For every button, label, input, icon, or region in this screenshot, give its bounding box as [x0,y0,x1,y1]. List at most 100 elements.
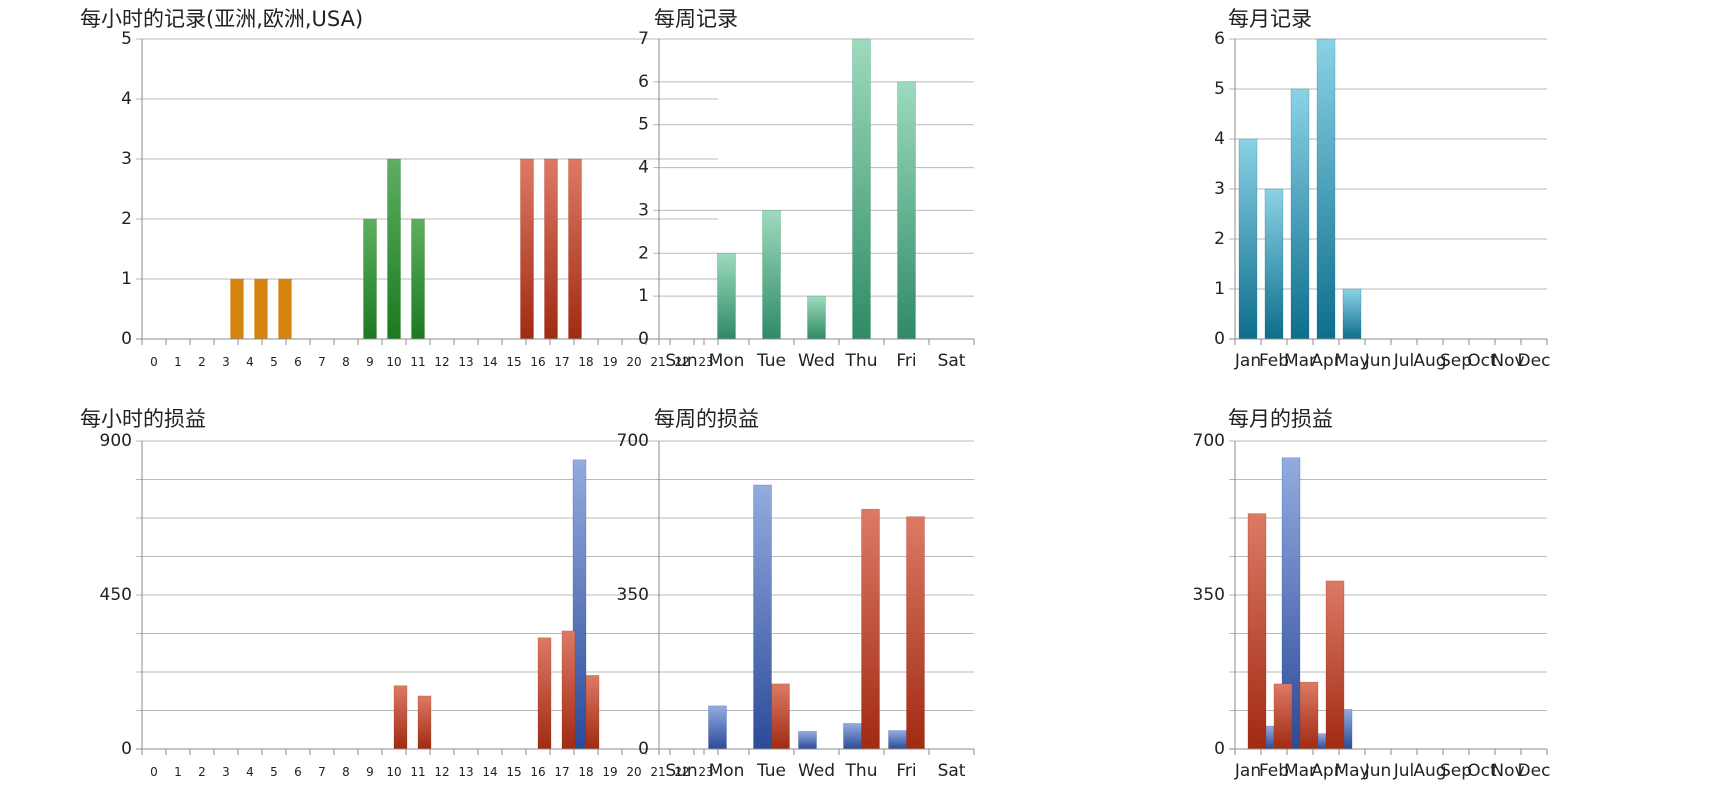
x-tick-label: 19 [602,765,617,779]
x-tick-label: Sat [938,351,966,371]
bar [230,278,244,340]
x-tick-label: Sep [1440,351,1472,371]
x-tick-label: 22 [674,765,689,779]
x-tick-label: 10 [386,355,401,369]
x-tick-label: Apr [1311,761,1340,781]
bar [1299,681,1319,750]
bar [753,484,772,750]
bar [411,218,425,340]
y-tick-label: 0 [638,329,649,349]
chart-svg: 0 350 700 Sun Mon Tue Wed Thu Fri Sat [617,431,975,781]
bar [387,158,401,340]
bar [798,731,817,750]
x-tick-label: 13 [458,355,473,369]
x-tick-label: 7 [318,355,326,369]
bar [568,158,582,340]
x-tick-label: Oct [1467,761,1497,781]
chart-panel-weekly-records: 每周记录 0 1 2 3 4 5 6 7 Sun Mon Tue Wed Thu Fri Sat [638,4,1126,384]
x-tick-label: Feb [1259,351,1289,371]
bar [861,508,880,750]
x-tick-label: 1 [174,355,182,369]
x-tick-label: 18 [578,765,593,779]
chart-title: 每小时的记录(亚洲,欧洲,USA) [80,7,364,31]
bar [843,723,862,750]
y-tick-label: 2 [638,243,649,263]
x-tick-label: Feb [1259,761,1289,781]
x-tick-label: 3 [222,355,230,369]
bar [417,695,432,750]
bar [254,278,268,340]
bar [771,683,790,750]
chart-panel-monthly-profit-loss: 每月的损益 0 350 700 Jan Feb Mar Apr May Jun Jul Aug Sep… [1193,404,1720,784]
chart-title: 每小时的损益 [80,407,206,431]
x-tick-label: 5 [270,765,278,779]
y-tick-label: 0 [1214,739,1225,759]
x-tick-label: 9 [366,355,374,369]
x-tick-label: Fri [896,761,916,781]
x-tick-label: Wed [798,351,835,371]
x-tick-label: 10 [386,765,401,779]
y-tick-label: 3 [1214,179,1225,199]
y-tick-label: 0 [638,739,649,759]
bar [762,210,781,340]
x-tick-label: 15 [506,355,521,369]
x-tick-label: Apr [1311,351,1340,371]
x-tick-label: Nov [1491,761,1524,781]
y-tick-label: 700 [617,431,649,451]
y-tick-label: 450 [100,585,132,605]
bar [1342,288,1362,340]
y-tick-label: 900 [100,431,132,451]
y-tick-label: 6 [1214,29,1225,49]
x-tick-label: Dec [1518,761,1551,781]
x-tick-label: 20 [626,355,641,369]
x-tick-label: 4 [246,355,254,369]
x-tick-label: Tue [756,761,786,781]
x-tick-label: 8 [342,355,350,369]
x-tick-label: 1 [174,765,182,779]
x-tick-label: 14 [482,765,497,779]
chart-panel-weekly-profit-loss: 每周的损益 0 350 700 Sun Mon Tue Wed Thu Fri Sat [617,404,1126,784]
y-tick-label: 3 [638,200,649,220]
x-tick-label: 4 [246,765,254,779]
bar [278,278,292,340]
bar [807,295,826,340]
x-tick-label: 14 [482,355,497,369]
x-tick-label: Aug [1413,761,1446,781]
x-tick-label: Fri [896,351,916,371]
y-tick-label: 4 [121,89,132,109]
y-tick-label: 4 [638,158,649,178]
y-tick-label: 350 [617,585,649,605]
bar [888,730,907,750]
chart-title: 每周记录 [654,7,738,31]
x-tick-label: 23 [698,355,713,369]
bar [544,158,558,340]
y-tick-label: 5 [121,29,132,49]
x-tick-label: 16 [530,765,545,779]
y-tick-label: 1 [121,269,132,289]
y-tick-label: 5 [638,115,649,135]
x-tick-label: Wed [798,761,835,781]
x-tick-label: 16 [530,355,545,369]
x-tick-label: 11 [410,355,425,369]
x-tick-label: Dec [1518,351,1551,371]
chart-title: 每月记录 [1228,7,1312,31]
x-tick-label: 2 [198,765,206,779]
x-tick-label: Oct [1467,351,1497,371]
x-tick-label: 0 [150,355,158,369]
bar [585,675,600,750]
y-tick-label: 5 [1214,79,1225,99]
bar [393,685,408,750]
bar [561,630,576,750]
x-tick-label: Mon [709,351,745,371]
x-tick-label: May [1334,761,1369,781]
x-tick-label: 15 [506,765,521,779]
y-tick-label: 0 [1214,329,1225,349]
x-tick-label: Mar [1284,351,1316,371]
y-tick-label: 6 [638,72,649,92]
